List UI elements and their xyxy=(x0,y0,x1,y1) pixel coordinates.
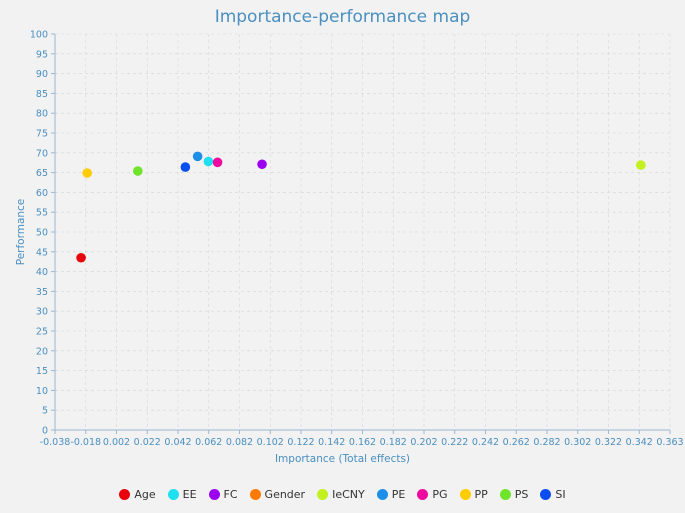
y-tick-label: 70 xyxy=(36,148,48,159)
x-tick-label: 0.282 xyxy=(533,437,560,448)
y-tick-label: 20 xyxy=(36,346,48,357)
y-tick-label: 15 xyxy=(36,366,48,377)
legend-item-iecny: IeCNY xyxy=(317,488,365,501)
x-tick-label: 0.302 xyxy=(564,437,591,448)
x-tick-label: 0.182 xyxy=(380,437,407,448)
legend-marker xyxy=(376,489,388,500)
legend-marker xyxy=(208,489,220,500)
legend-item-pp: PP xyxy=(459,488,488,501)
y-tick-label: 25 xyxy=(36,327,48,338)
x-tick-label: 0.022 xyxy=(134,437,161,448)
x-axis-label: Importance (Total effects) xyxy=(275,453,410,465)
y-tick-label: 95 xyxy=(36,49,48,60)
x-tick-label: -0.038 xyxy=(40,437,71,448)
chart-title: Importance-performance map xyxy=(214,7,471,27)
y-tick-label: 65 xyxy=(36,168,48,179)
x-tick-label: 0.262 xyxy=(503,437,530,448)
legend-label: SI xyxy=(555,488,566,501)
legend-item-gender: Gender xyxy=(249,488,306,501)
y-tick-label: 45 xyxy=(36,247,48,258)
y-tick-label: 60 xyxy=(36,188,48,199)
y-tick-label: 85 xyxy=(36,89,48,100)
point-pp xyxy=(82,168,93,178)
y-tick-label: 35 xyxy=(36,287,48,298)
legend-marker xyxy=(417,489,429,500)
y-tick-label: 5 xyxy=(42,406,48,417)
point-si xyxy=(180,162,191,172)
legend-item-pe: PE xyxy=(376,488,406,501)
legend-item-pg: PG xyxy=(417,488,448,501)
point-ee xyxy=(203,156,214,167)
y-tick-label: 80 xyxy=(36,109,48,120)
y-axis-label: Performance xyxy=(15,199,27,266)
y-tick-label: 90 xyxy=(36,69,48,80)
x-tick-label: 0.322 xyxy=(595,437,622,448)
point-age xyxy=(76,252,86,263)
point-fc xyxy=(257,159,267,170)
legend-marker xyxy=(499,489,511,500)
legend-label: PS xyxy=(514,488,529,501)
x-tick-label: 0.042 xyxy=(164,437,191,448)
legend-marker xyxy=(167,489,179,500)
legend-label: FC xyxy=(223,488,238,501)
x-tick-label: 0.082 xyxy=(226,437,253,448)
legend-marker xyxy=(317,489,329,500)
legend-label: Gender xyxy=(264,488,306,501)
x-tick-label: 0.222 xyxy=(441,437,468,448)
legend-label: IeCNY xyxy=(332,488,365,501)
legend-marker xyxy=(119,489,131,500)
legend-label: Age xyxy=(134,488,156,501)
scatter-plot: 0 5 10 15 20 25 30 35 40 45 50 55 60 65 70 75 80 85 90 95 10… xyxy=(15,30,684,466)
legend-marker xyxy=(249,489,261,500)
y-tick-label: 55 xyxy=(36,208,48,219)
y-tick-label: 0 xyxy=(42,426,48,437)
y-tick-label: 50 xyxy=(36,228,48,239)
point-ps xyxy=(133,166,143,176)
legend-label: EE xyxy=(182,488,197,501)
x-tick-label: 0.342 xyxy=(626,437,653,448)
legend-label: PE xyxy=(391,488,406,501)
x-tick-label: -0.018 xyxy=(70,437,101,448)
legend-marker xyxy=(459,489,471,500)
point-pe xyxy=(192,151,203,162)
y-tick-label: 10 xyxy=(36,386,48,397)
point-iecny xyxy=(636,160,646,170)
legend: Age EE FC Gender IeCNY PE PG PP PS SI xyxy=(0,488,685,501)
x-tick-label: 0.242 xyxy=(472,437,499,448)
x-tick-label: 0.062 xyxy=(195,437,222,448)
x-tick-label: 0.202 xyxy=(410,437,437,448)
y-tick-label: 40 xyxy=(36,267,48,278)
legend-label: PP xyxy=(474,488,488,501)
x-tick-label: 0.142 xyxy=(318,437,345,448)
x-tick-label: 0.002 xyxy=(103,437,130,448)
y-tick-label: 75 xyxy=(36,129,48,140)
legend-item-ps: PS xyxy=(499,488,529,501)
y-tick-label: 30 xyxy=(36,307,48,318)
legend-label: PG xyxy=(432,488,448,501)
legend-item-ee: EE xyxy=(167,488,197,501)
legend-marker xyxy=(540,489,552,500)
point-pg xyxy=(212,157,223,168)
x-tick-label: 0.363 xyxy=(656,437,683,448)
legend-item-fc: FC xyxy=(208,488,238,501)
legend-item-si: SI xyxy=(540,488,566,501)
x-tick-label: 0.102 xyxy=(257,437,284,448)
y-tick-label: 100 xyxy=(30,30,48,41)
x-tick-label: 0.162 xyxy=(349,437,376,448)
legend-item-age: Age xyxy=(119,488,156,501)
x-tick-label: 0.122 xyxy=(287,437,314,448)
